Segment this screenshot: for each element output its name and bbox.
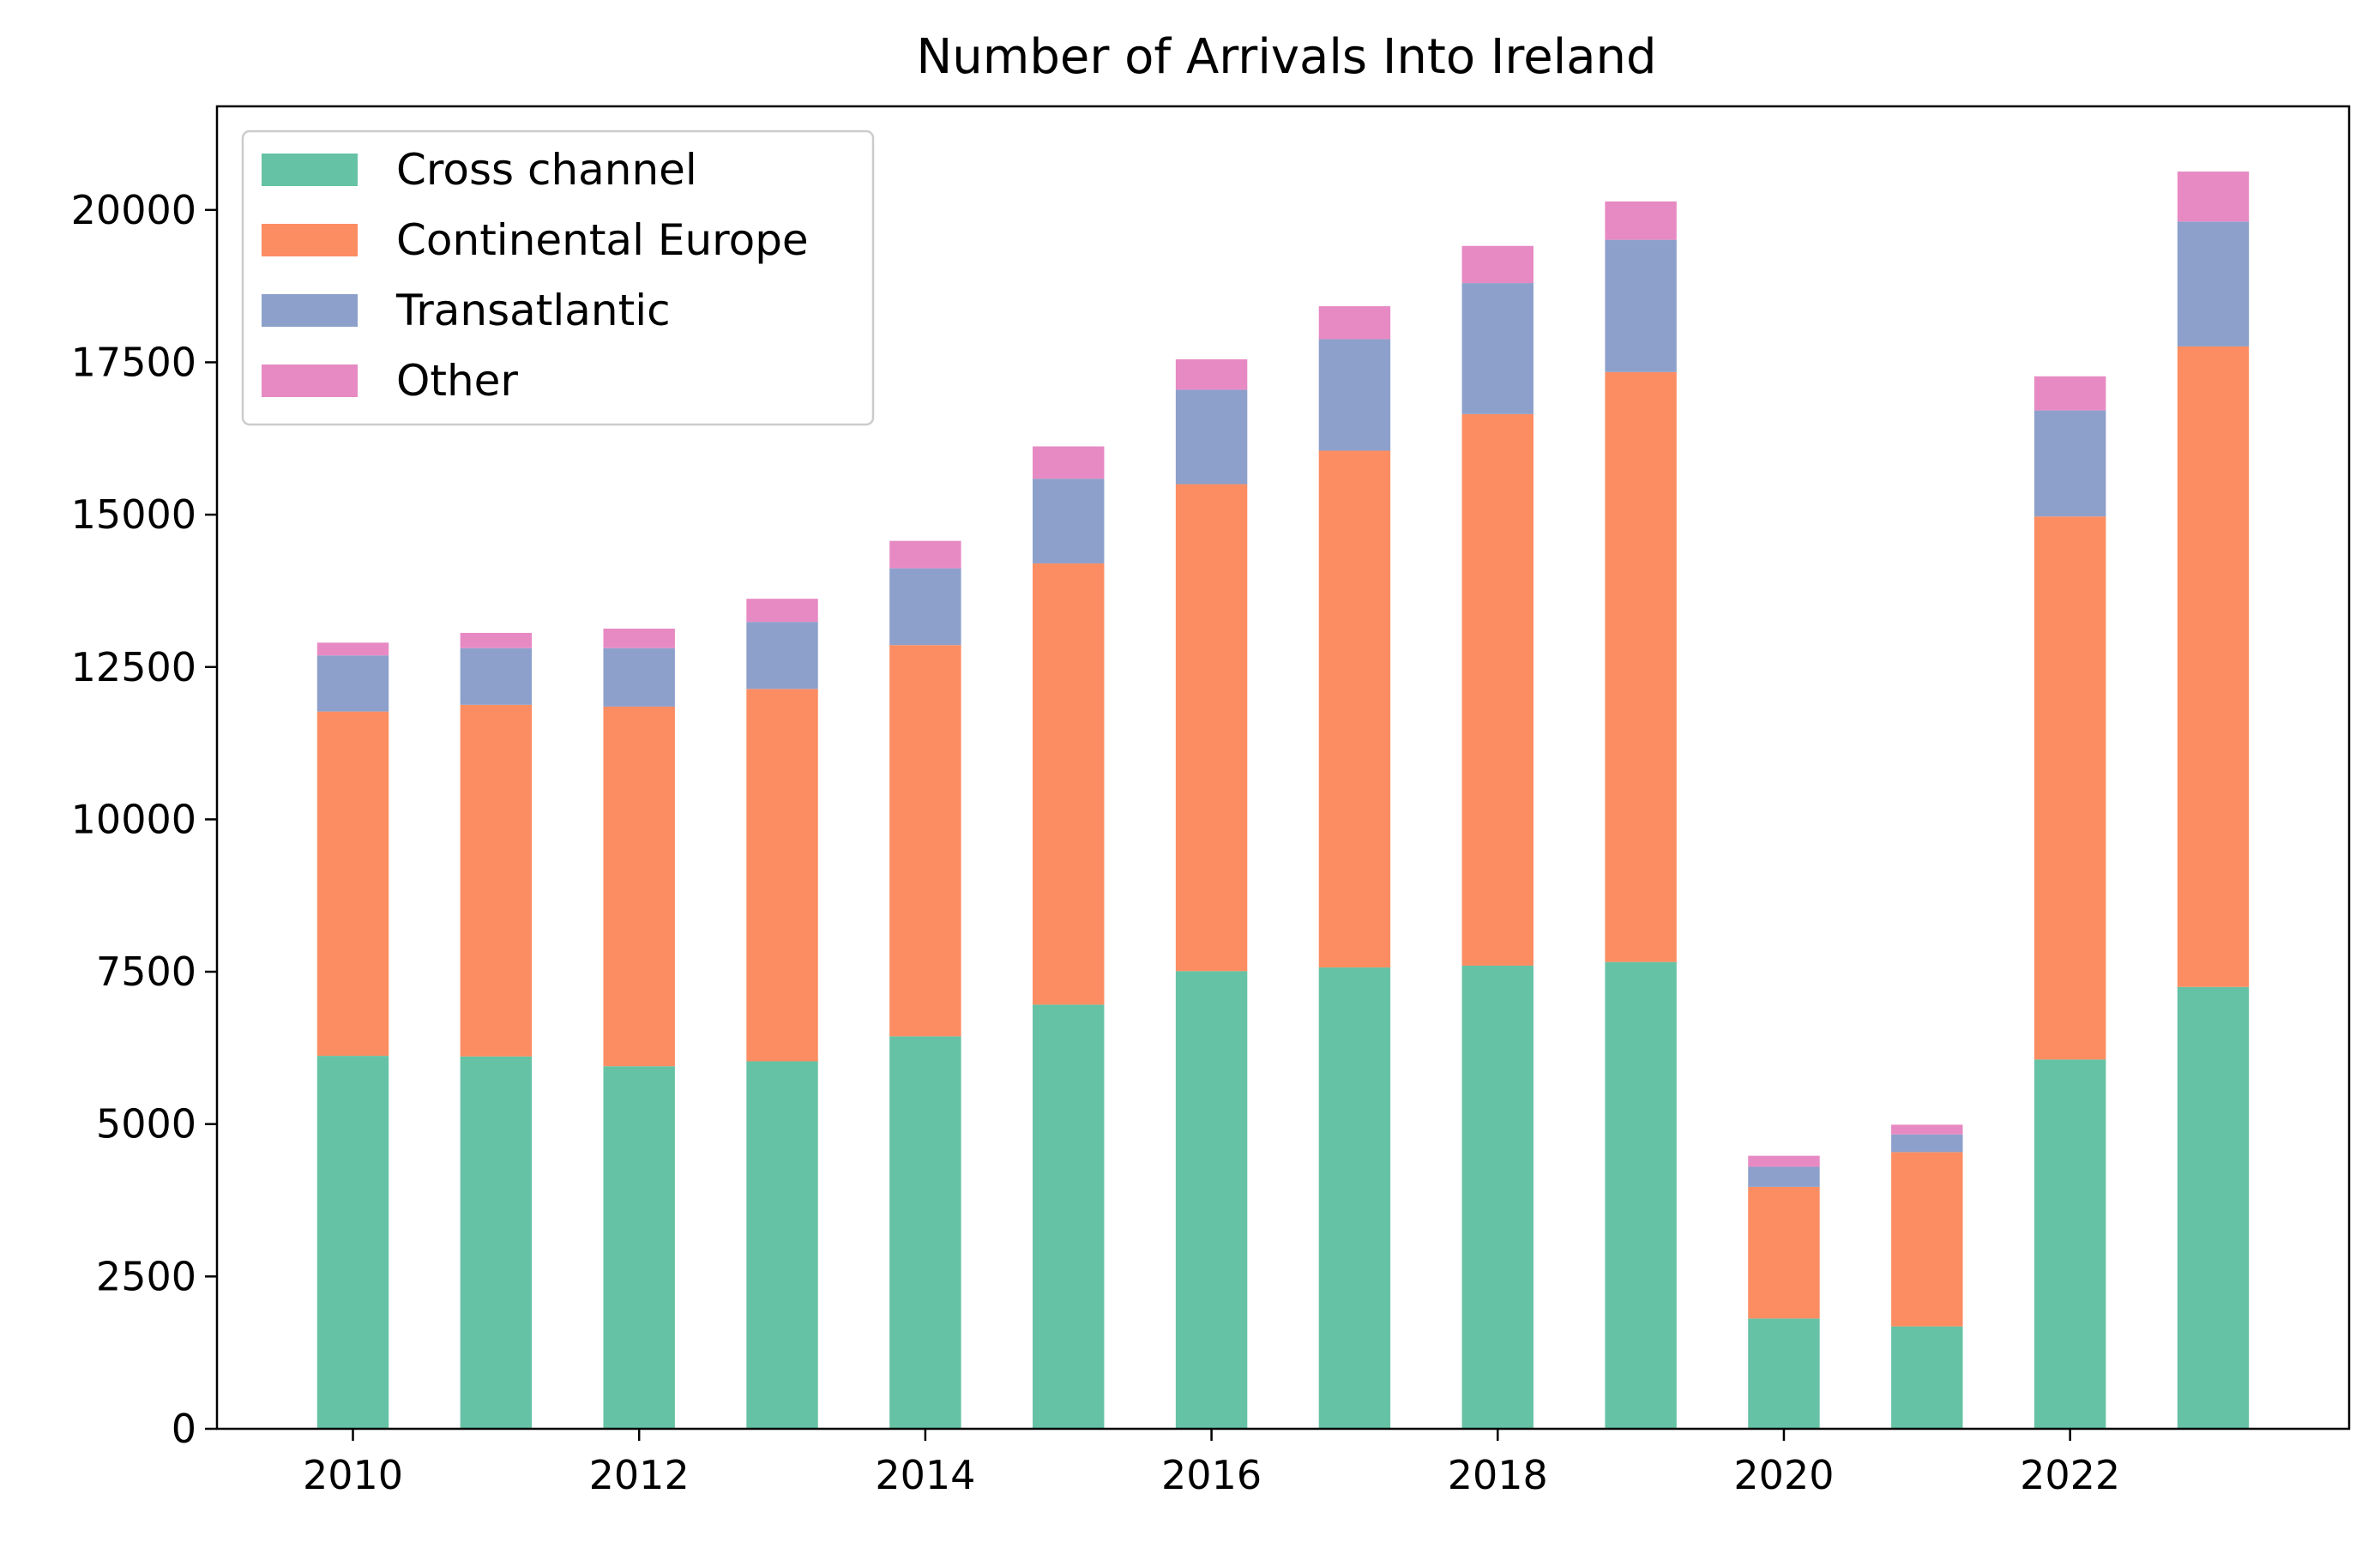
bar-transatlantic-2021 <box>1891 1134 1963 1153</box>
x-tick-label: 2022 <box>2020 1452 2120 1498</box>
y-tick-label: 0 <box>172 1406 196 1452</box>
bar-transatlantic-2017 <box>1318 339 1391 451</box>
bar-other-2012 <box>603 628 675 648</box>
legend-label-other: Other <box>396 356 518 406</box>
plot-frame <box>215 105 2351 1431</box>
bar-continental-europe-2013 <box>746 689 818 1062</box>
y-tick-label: 17500 <box>71 339 196 385</box>
legend-label-continental-europe: Continental Europe <box>396 215 809 265</box>
x-tick-label: 2010 <box>303 1452 403 1498</box>
bar-transatlantic-2011 <box>460 648 533 705</box>
x-tick-label: 2018 <box>1448 1452 1548 1498</box>
bar-other-2021 <box>1891 1124 1963 1135</box>
legend-label-cross-channel: Cross channel <box>396 145 697 195</box>
bar-cross-channel-2014 <box>889 1036 961 1429</box>
bar-transatlantic-2019 <box>1605 239 1677 372</box>
bar-continental-europe-2022 <box>2034 516 2106 1060</box>
bar-cross-channel-2020 <box>1748 1318 1820 1429</box>
y-tick-label: 7500 <box>96 949 196 995</box>
bar-other-2013 <box>746 599 818 623</box>
bar-cross-channel-2023 <box>2177 986 2250 1429</box>
x-tick-label: 2012 <box>589 1452 690 1498</box>
legend: Cross channel Continental Europe Transatla… <box>241 130 875 426</box>
y-tick-label: 12500 <box>71 644 196 690</box>
y-axis: 0 2500 5000 7500 10000 12500 15000 17500 20000 <box>71 187 217 1452</box>
bar-continental-europe-2019 <box>1605 371 1677 962</box>
bar-transatlantic-2012 <box>603 648 675 707</box>
bars-group <box>316 172 2250 1429</box>
bar-transatlantic-2013 <box>746 622 818 690</box>
x-tick-label: 2016 <box>1161 1452 1262 1498</box>
y-tick-label: 2500 <box>96 1253 196 1299</box>
bar-other-2020 <box>1748 1155 1820 1167</box>
bar-cross-channel-2010 <box>316 1056 389 1429</box>
bar-continental-europe-2018 <box>1461 413 1533 966</box>
chart-title: Number of Arrivals Into Ireland <box>916 29 1656 85</box>
bar-continental-europe-2023 <box>2177 346 2250 987</box>
bar-cross-channel-2018 <box>1461 965 1533 1429</box>
legend-swatch-continental-europe <box>262 224 358 256</box>
bar-other-2010 <box>316 642 389 656</box>
x-tick-label: 2020 <box>1733 1452 1834 1498</box>
bar-transatlantic-2022 <box>2034 410 2106 517</box>
legend-swatch-transatlantic <box>262 294 358 327</box>
x-axis: 2010 2012 2014 2016 2018 2020 2022 <box>303 1429 2120 1498</box>
bar-other-2015 <box>1033 446 1105 479</box>
bar-cross-channel-2012 <box>603 1066 675 1429</box>
bar-transatlantic-2020 <box>1748 1166 1820 1187</box>
bar-cross-channel-2019 <box>1605 961 1677 1429</box>
bar-continental-europe-2010 <box>316 711 389 1057</box>
bar-cross-channel-2017 <box>1318 967 1391 1429</box>
y-tick-label: 15000 <box>71 491 196 538</box>
bar-other-2014 <box>889 540 961 569</box>
bar-cross-channel-2021 <box>1891 1326 1963 1429</box>
x-tick-label: 2014 <box>875 1452 975 1498</box>
bar-transatlantic-2015 <box>1033 479 1105 563</box>
bar-continental-europe-2017 <box>1318 450 1391 968</box>
bar-continental-europe-2021 <box>1891 1152 1963 1327</box>
bar-transatlantic-2010 <box>316 655 389 712</box>
bar-transatlantic-2018 <box>1461 283 1533 414</box>
bar-other-2019 <box>1605 201 1677 240</box>
legend-label-transatlantic: Transatlantic <box>395 286 671 335</box>
bar-continental-europe-2020 <box>1748 1186 1820 1319</box>
bar-cross-channel-2016 <box>1175 971 1248 1429</box>
bar-continental-europe-2012 <box>603 706 675 1067</box>
bar-transatlantic-2016 <box>1175 389 1248 485</box>
bar-other-2022 <box>2034 376 2106 411</box>
bar-cross-channel-2022 <box>2034 1059 2106 1429</box>
bar-cross-channel-2013 <box>746 1061 818 1429</box>
bar-cross-channel-2011 <box>460 1056 533 1429</box>
legend-swatch-cross-channel <box>262 154 358 186</box>
bar-transatlantic-2014 <box>889 568 961 646</box>
bar-cross-channel-2015 <box>1033 1004 1105 1429</box>
bar-other-2016 <box>1175 358 1248 390</box>
bar-other-2023 <box>2177 172 2250 222</box>
bar-continental-europe-2015 <box>1033 563 1105 1005</box>
y-tick-label: 10000 <box>71 796 196 842</box>
bar-other-2018 <box>1461 245 1533 284</box>
bar-other-2017 <box>1318 306 1391 340</box>
bar-continental-europe-2011 <box>460 704 533 1057</box>
bar-transatlantic-2023 <box>2177 221 2250 346</box>
bar-continental-europe-2014 <box>889 645 961 1037</box>
bar-continental-europe-2016 <box>1175 484 1248 972</box>
legend-swatch-other <box>262 364 358 397</box>
y-tick-label: 20000 <box>71 187 196 233</box>
y-tick-label: 5000 <box>96 1101 196 1147</box>
bar-other-2011 <box>460 632 533 648</box>
legend-box <box>241 130 875 426</box>
